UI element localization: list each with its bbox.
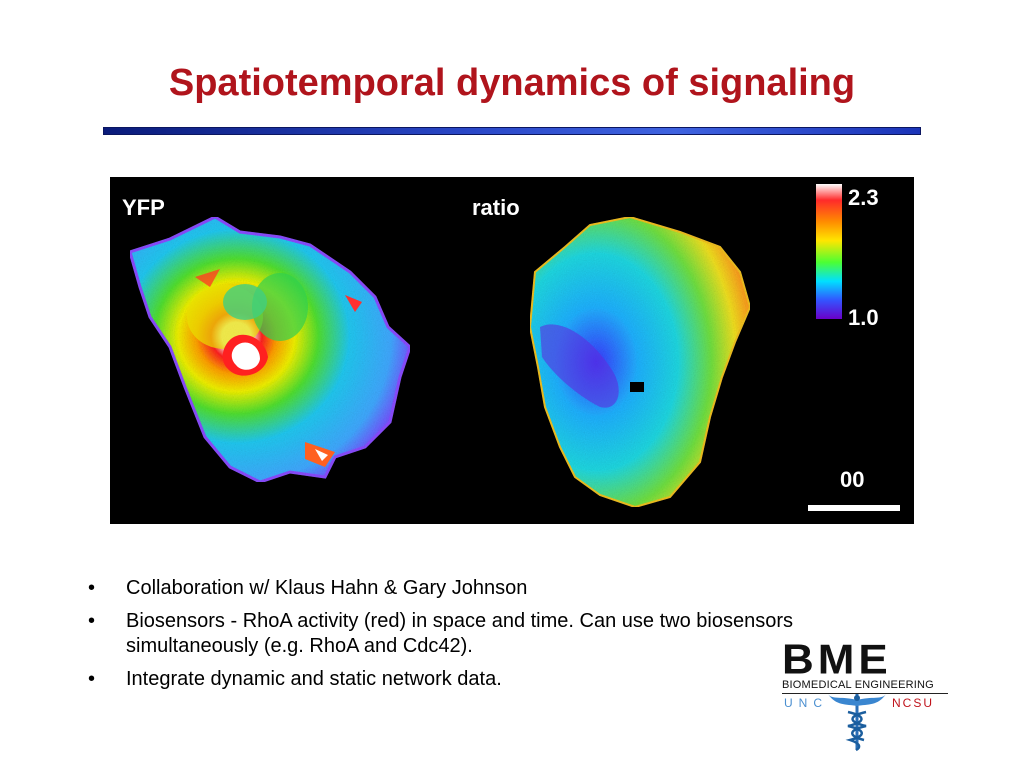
title-divider [103,127,921,135]
yfp-cell-image [128,215,412,484]
caduceus-icon [828,694,886,752]
logo-divider [782,693,948,694]
colorbar-max-label: 2.3 [848,185,879,210]
logo-subtitle: BIOMEDICAL ENGINEERING [782,679,934,691]
ratio-panel-label: ratio [472,195,520,220]
ratio-cell-image [528,215,752,509]
ratio-colorbar [816,184,842,319]
bullet-text: Biosensors - RhoA activity (red) in spac… [126,610,793,657]
logo-wordmark: BME [782,636,892,683]
bullet-marker: • [88,610,96,632]
bullet-text: Integrate dynamic and static network dat… [126,668,502,690]
bullet-marker: • [88,577,96,599]
logo-ncsu: NCSU [892,696,935,710]
bullet-list: • Collaboration w/ Klaus Hahn & Gary Joh… [88,576,868,700]
microscopy-figure-svg: YFP ratio 2.3 1.0 00 [122,184,900,511]
bullet-item-biosensors: • Biosensors - RhoA activity (red) in sp… [88,609,868,659]
bullet-text: Collaboration w/ Klaus Hahn & Gary Johns… [126,577,528,599]
bullet-item-integrate: • Integrate dynamic and static network d… [88,667,868,692]
bme-logo: BME BIOMEDICAL ENGINEERING UNC NCSU [778,636,948,752]
slide-title: Spatiotemporal dynamics of signaling [168,62,856,104]
bullet-marker: • [88,668,96,690]
microscopy-figure: YFP ratio 2.3 1.0 00 [110,177,914,524]
time-stamp-label: 00 [840,467,864,492]
yfp-panel-label: YFP [122,195,165,220]
bullet-item-collaboration: • Collaboration w/ Klaus Hahn & Gary Joh… [88,576,868,601]
logo-unc: UNC [784,696,828,710]
scale-bar [808,505,900,511]
colorbar-min-label: 1.0 [848,305,879,330]
